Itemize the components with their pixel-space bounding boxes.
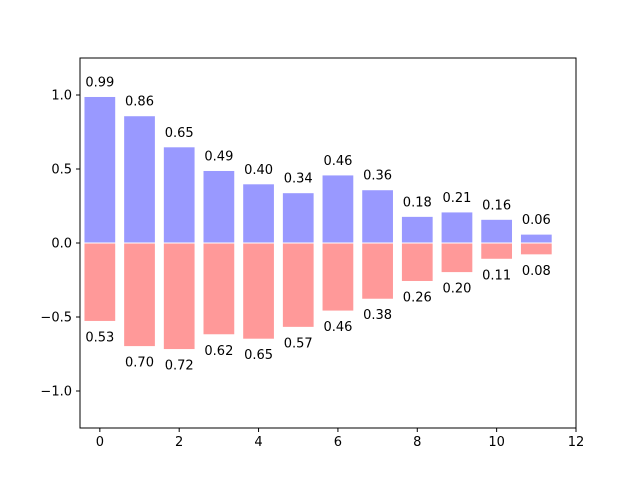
- bar-label-positive-5: 0.34: [284, 172, 313, 187]
- bar-label-negative-4: 0.65: [244, 348, 273, 363]
- bar-label-negative-9: 0.20: [442, 282, 471, 297]
- bar-label-negative-7: 0.38: [363, 308, 392, 323]
- bar-positive-2: [162, 146, 196, 244]
- y-tick-label-4: −1.0: [40, 385, 72, 400]
- bar-positive-9: [440, 211, 474, 244]
- bar-label-negative-2: 0.72: [165, 359, 194, 374]
- x-tick-label-5: 10: [488, 435, 505, 450]
- bar-negative-1: [123, 242, 156, 348]
- bar-positive-6: [321, 174, 355, 244]
- bar-positive-11: [519, 233, 553, 244]
- x-tick-label-1: 2: [175, 435, 183, 450]
- bar-label-positive-9: 0.21: [442, 191, 471, 206]
- x-tick-label-0: 0: [96, 435, 104, 450]
- plot-frame: [79, 57, 577, 429]
- bars-layer: [83, 95, 553, 351]
- bar-label-positive-3: 0.49: [204, 149, 233, 164]
- bar-positive-5: [281, 192, 315, 244]
- bar-negative-8: [400, 242, 434, 282]
- bar-label-negative-6: 0.46: [323, 320, 352, 335]
- bar-positive-10: [480, 218, 514, 244]
- bar-negative-0: [83, 242, 117, 322]
- bar-negative-3: [202, 242, 236, 336]
- bar-label-negative-0: 0.53: [85, 330, 114, 345]
- bar-positive-8: [400, 215, 434, 244]
- bar-label-positive-11: 0.06: [522, 213, 551, 228]
- bar-label-negative-1: 0.70: [125, 356, 154, 371]
- y-tick-label-0: 1.0: [51, 89, 72, 104]
- bar-label-positive-10: 0.16: [482, 198, 511, 213]
- y-axis: 1.0 0.5 0.0 −0.5 −1.0: [40, 89, 80, 400]
- bar-label-positive-0: 0.99: [85, 75, 114, 90]
- bar-label-negative-10: 0.11: [482, 268, 511, 283]
- bar-label-positive-7: 0.36: [363, 169, 392, 184]
- bar-label-negative-11: 0.08: [522, 264, 551, 279]
- bar-negative-5: [281, 242, 315, 328]
- bar-negative-4: [242, 242, 275, 340]
- x-tick-label-4: 8: [413, 435, 421, 450]
- bar-positive-4: [242, 183, 275, 244]
- x-tick-label-3: 6: [334, 435, 342, 450]
- bar-label-positive-4: 0.40: [244, 163, 273, 178]
- bar-negative-11: [519, 242, 553, 256]
- x-axis: 0 2 4 6 8 10 12: [96, 428, 585, 450]
- y-tick-label-3: −0.5: [40, 311, 72, 326]
- bar-label-positive-6: 0.46: [323, 154, 352, 169]
- bar-positive-0: [83, 95, 117, 244]
- bar-negative-10: [480, 242, 514, 260]
- bar-positive-1: [123, 115, 156, 244]
- y-tick-label-2: 0.0: [51, 237, 72, 252]
- bar-positive-7: [361, 189, 394, 244]
- bar-negative-9: [440, 242, 474, 274]
- bar-label-positive-2: 0.65: [165, 126, 194, 141]
- x-tick-label-6: 12: [568, 435, 585, 450]
- bar-label-negative-3: 0.62: [204, 344, 233, 359]
- x-tick-label-2: 4: [254, 435, 262, 450]
- bar-label-positive-8: 0.18: [403, 195, 432, 210]
- y-tick-label-1: 0.5: [51, 163, 72, 178]
- bar-label-negative-8: 0.26: [403, 290, 432, 305]
- bar-label-negative-5: 0.57: [284, 336, 313, 351]
- bar-label-positive-1: 0.86: [125, 95, 154, 110]
- bar-negative-7: [361, 242, 394, 300]
- bar-labels-layer: 0.99 0.86 0.65 0.49 0.40 0.34 0.46 0.36 0.18 0.21…: [85, 75, 550, 373]
- bar-negative-6: [321, 242, 355, 312]
- bar-negative-2: [162, 242, 196, 351]
- bar-positive-3: [202, 169, 236, 244]
